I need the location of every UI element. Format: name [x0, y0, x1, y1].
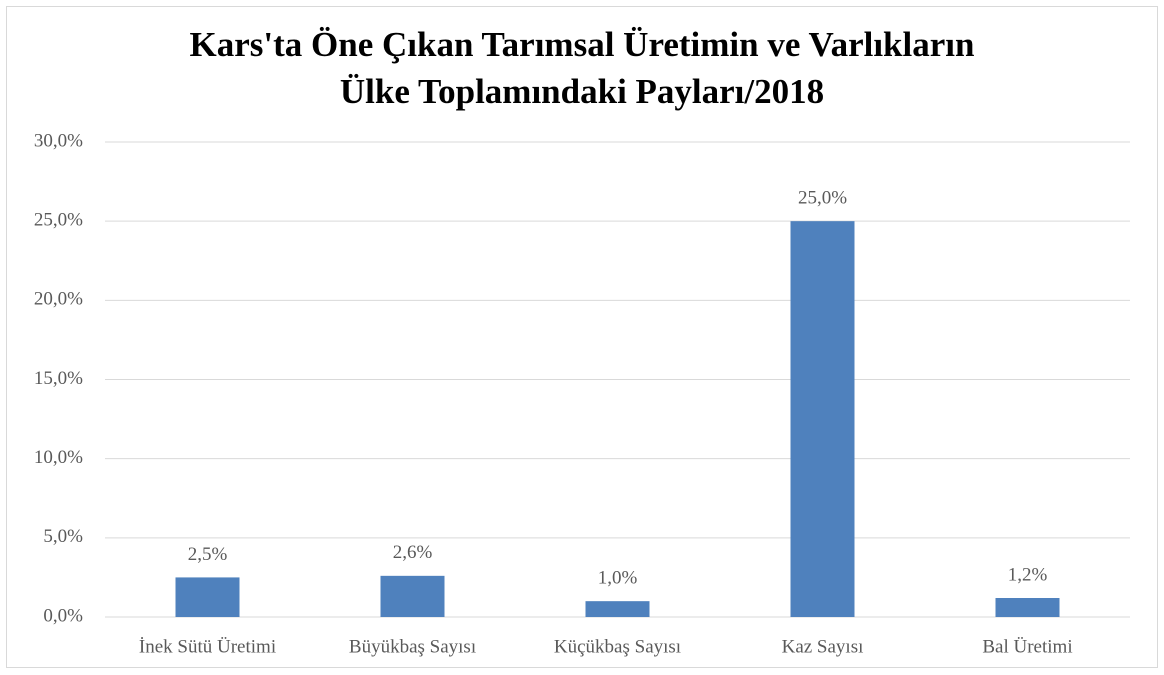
chart-title: Kars'ta Öne Çıkan Tarımsal Üretimin ve V…: [190, 25, 975, 64]
x-tick-label: Küçükbaş Sayısı: [554, 636, 681, 657]
y-tick-label: 15,0%: [34, 368, 83, 389]
y-tick-label: 20,0%: [34, 289, 83, 310]
x-tick-label: Büyükbaş Sayısı: [349, 636, 476, 657]
data-label: 1,2%: [1008, 564, 1048, 585]
x-tick-label: Kaz Sayısı: [782, 636, 864, 657]
bar: [380, 575, 445, 617]
chart-title: Ülke Toplamındaki Payları/2018: [340, 72, 824, 111]
y-tick-label: 25,0%: [34, 210, 83, 231]
bar: [790, 221, 855, 617]
y-tick-label: 30,0%: [34, 130, 83, 151]
data-label: 2,5%: [188, 544, 228, 565]
data-label: 2,6%: [393, 542, 433, 563]
x-tick-label: Bal Üretimi: [982, 636, 1072, 657]
x-tick-label: İnek Sütü Üretimi: [139, 636, 276, 657]
bar: [585, 601, 650, 617]
y-tick-label: 5,0%: [43, 526, 83, 547]
chart-border: [6, 6, 1158, 668]
bar: [995, 598, 1060, 617]
bar: [175, 577, 240, 617]
data-label: 1,0%: [598, 568, 638, 589]
data-label: 25,0%: [798, 188, 847, 209]
y-tick-label: 0,0%: [43, 605, 83, 626]
y-tick-label: 10,0%: [34, 447, 83, 468]
